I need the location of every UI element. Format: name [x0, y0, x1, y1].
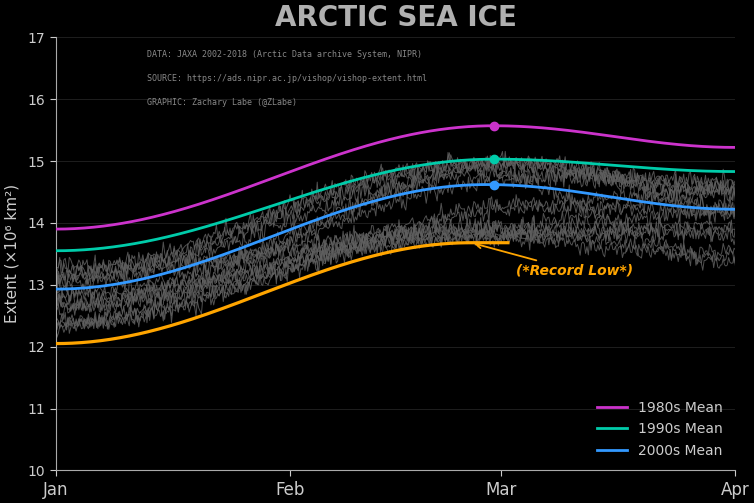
Legend: 1980s Mean, 1990s Mean, 2000s Mean: 1980s Mean, 1990s Mean, 2000s Mean	[591, 395, 728, 463]
Title: ARCTIC SEA ICE: ARCTIC SEA ICE	[274, 4, 516, 32]
Y-axis label: Extent (×10⁶ km²): Extent (×10⁶ km²)	[5, 184, 19, 323]
Text: DATA: JAXA 2002-2018 (Arctic Data archive System, NIPR): DATA: JAXA 2002-2018 (Arctic Data archiv…	[148, 50, 422, 59]
Text: GRAPHIC: Zachary Labe (@ZLabe): GRAPHIC: Zachary Labe (@ZLabe)	[148, 98, 297, 107]
Text: (*Record Low*): (*Record Low*)	[476, 243, 633, 278]
Text: SOURCE: https://ads.nipr.ac.jp/vishop/vishop-extent.html: SOURCE: https://ads.nipr.ac.jp/vishop/vi…	[148, 74, 428, 83]
